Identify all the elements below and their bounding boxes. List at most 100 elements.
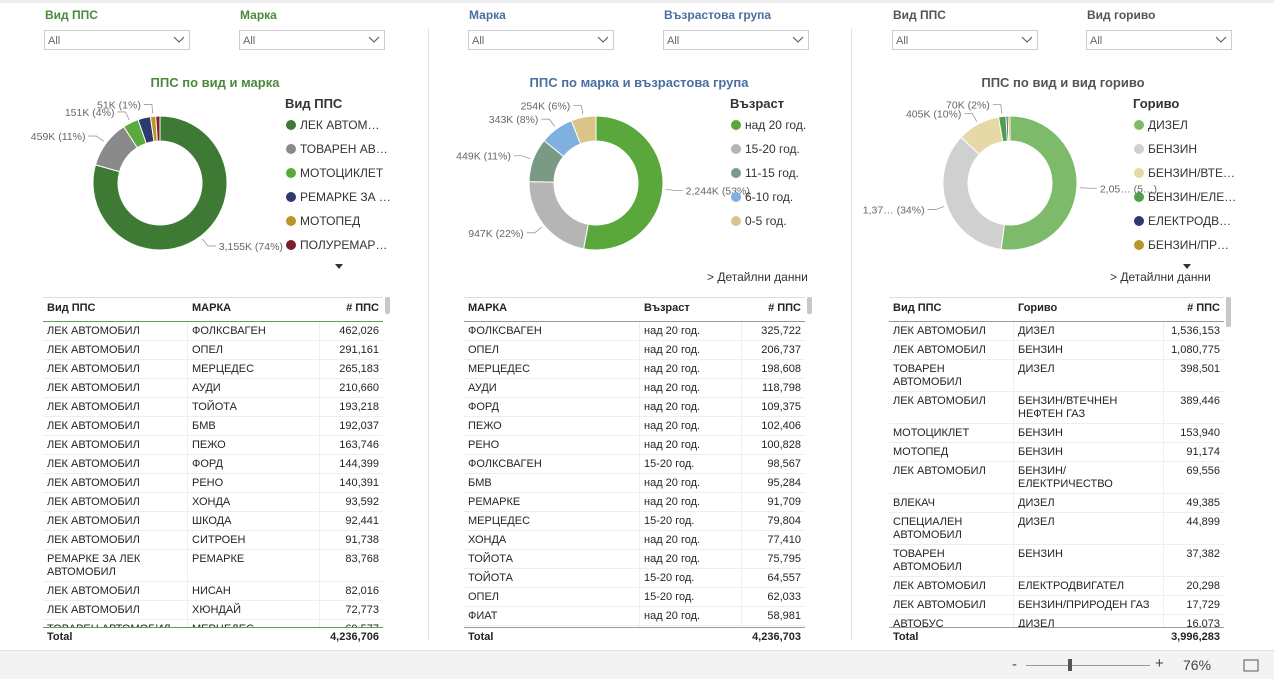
table-cell: над 20 год. — [640, 322, 742, 340]
chevron — [1215, 36, 1227, 43]
table-cell: НИСАН — [188, 582, 320, 600]
total-label: Total — [47, 631, 73, 643]
column-header: Възраст — [644, 302, 690, 314]
table-cell: ЛЕК АВТОМОБИЛ — [43, 436, 188, 454]
legend-label: 6-10 год. — [745, 190, 793, 204]
details-link[interactable]: > Детайлни данни — [1110, 270, 1211, 284]
total-label: Total — [468, 631, 494, 643]
filter-dropdown[interactable]: All — [44, 30, 190, 50]
legend-label: ДИЗЕЛ — [1148, 118, 1188, 132]
table-cell: 1,080,775 — [1171, 344, 1220, 356]
table-cell: над 20 год. — [640, 626, 742, 627]
table-cell: ЛЕК АВТОМОБИЛ — [43, 398, 188, 416]
legend-swatch — [286, 144, 296, 154]
filter-label: Марка — [469, 8, 506, 22]
table-row: РЕНО над 20 год. 100,828 — [464, 436, 805, 455]
filter-dropdown[interactable]: All — [239, 30, 385, 50]
filter-label: Вид ППС — [45, 8, 98, 22]
table-cell: 44,899 — [1186, 516, 1220, 528]
table-cell: ДИЗЕЛ — [1014, 615, 1164, 627]
filter-value: All — [472, 35, 485, 47]
table-cell: ХЮНДАЙ — [188, 601, 320, 619]
table-cell: 82,016 — [345, 585, 379, 597]
table-cell: ЛЕК АВТОМОБИЛ — [43, 474, 188, 492]
table-row: МЕРЦЕДЕС над 20 год. 198,608 — [464, 360, 805, 379]
chevron — [792, 36, 804, 43]
leader-line — [513, 155, 531, 160]
legend-swatch — [731, 144, 741, 154]
data-label: 1,37… (34%) — [863, 205, 925, 217]
column-header: # ППС — [768, 302, 801, 314]
table-cell: 91,709 — [767, 496, 801, 508]
legend-label: БЕНЗИН — [1148, 142, 1197, 156]
table-cell: 265,183 — [339, 363, 379, 375]
table-cell: 144,399 — [339, 458, 379, 470]
table-cell: 92,441 — [345, 515, 379, 527]
filter-dropdown[interactable]: All — [1086, 30, 1232, 50]
table-cell: 462,026 — [339, 325, 379, 337]
table-row: ВЛЕКАЧ ДИЗЕЛ 49,385 — [889, 494, 1224, 513]
table-cell: 15-20 год. — [640, 455, 742, 473]
chart-title: ППС по марка и възрастова група — [530, 75, 750, 90]
table-cell: 398,501 — [1180, 363, 1220, 375]
legend-swatch — [286, 120, 296, 130]
table-cell: БЕНЗИН — [1014, 424, 1164, 442]
legend-swatch — [731, 192, 741, 202]
legend-swatch — [1134, 216, 1144, 226]
donut-segment — [1000, 115, 1078, 251]
table-cell: над 20 год. — [640, 531, 742, 549]
legend-label: МОТОЦИКЛЕТ — [300, 166, 384, 180]
zoom-out[interactable]: - — [1012, 656, 1017, 673]
leader-line — [526, 226, 542, 234]
table-row: ЛЕК АВТОМОБИЛ БЕНЗИН/ПРИРОДЕН ГАЗ 17,729 — [889, 596, 1224, 615]
filter-value: All — [896, 35, 909, 47]
table-cell: 93,592 — [345, 496, 379, 508]
zoom-thumb[interactable] — [1068, 659, 1072, 671]
column-header: # ППС — [346, 302, 379, 314]
table-row: ТОВАРЕН АВТОМОБИЛ ДИЗЕЛ 398,501 — [889, 360, 1224, 392]
table-cell: ПЕЖО — [464, 417, 640, 435]
filter-dropdown[interactable]: All — [468, 30, 614, 50]
fit-page[interactable] — [1243, 659, 1259, 672]
table-cell: 75,795 — [767, 553, 801, 565]
filter-value: All — [48, 35, 61, 47]
legend-swatch — [731, 120, 741, 130]
table-row: ПЕЖО над 20 год. 102,406 — [464, 417, 805, 436]
table-cell: над 20 год. — [640, 417, 742, 435]
table-cell: 210,660 — [339, 382, 379, 394]
table-row: ЛЕК АВТОМОБИЛ НИСАН 82,016 — [43, 582, 383, 601]
table-cell: 325,722 — [761, 325, 801, 337]
data-label: 51K (1%) — [97, 99, 141, 111]
chevron — [173, 36, 185, 43]
leader-line — [201, 238, 216, 247]
table-row: ЛЕК АВТОМОБИЛ МЕРЦЕДЕС 265,183 — [43, 360, 383, 379]
column-header: МАРКА — [468, 302, 508, 314]
table-cell: 20,298 — [1186, 580, 1220, 592]
leader-line — [573, 104, 584, 115]
details-link[interactable]: > Детайлни данни — [707, 270, 808, 284]
table-row: СИТРОЕНнад 20 год.54,785 — [464, 626, 805, 627]
table-cell: над 20 год. — [640, 360, 742, 378]
table-cell: ЛЕК АВТОМОБИЛ — [43, 341, 188, 359]
data-label: 459K (11%) — [31, 131, 86, 143]
zoom-in[interactable]: + — [1155, 655, 1164, 672]
total-row: Total 3,996,283 — [889, 627, 1224, 646]
table-cell: БЕНЗИН/ПРИРОДЕН ГАЗ — [1014, 596, 1164, 614]
table-cell: РЕМАРКЕ — [188, 550, 320, 581]
table-cell: 193,218 — [339, 401, 379, 413]
legend-label: РЕМАРКЕ ЗА … — [300, 190, 391, 204]
table-cell: 15-20 год. — [640, 569, 742, 587]
data-label: 343K (8%) — [489, 114, 539, 126]
legend-label: ПОЛУРЕМАР… — [300, 238, 387, 252]
table-cell: 83,768 — [345, 553, 379, 565]
table-cell: над 20 год. — [640, 398, 742, 416]
data-label: 151K (4%) — [65, 107, 115, 119]
table-cell: ОПЕЛ — [188, 341, 320, 359]
table-row: ЛЕК АВТОМОБИЛ ХОНДА 93,592 — [43, 493, 383, 512]
filter-dropdown[interactable]: All — [663, 30, 809, 50]
table-row: ФИАТ над 20 год. 58,981 — [464, 607, 805, 626]
filter-dropdown[interactable]: All — [892, 30, 1038, 50]
table-row: ТОЙОТА 15-20 год. 64,557 — [464, 569, 805, 588]
table-cell: 54,785 — [742, 626, 805, 627]
